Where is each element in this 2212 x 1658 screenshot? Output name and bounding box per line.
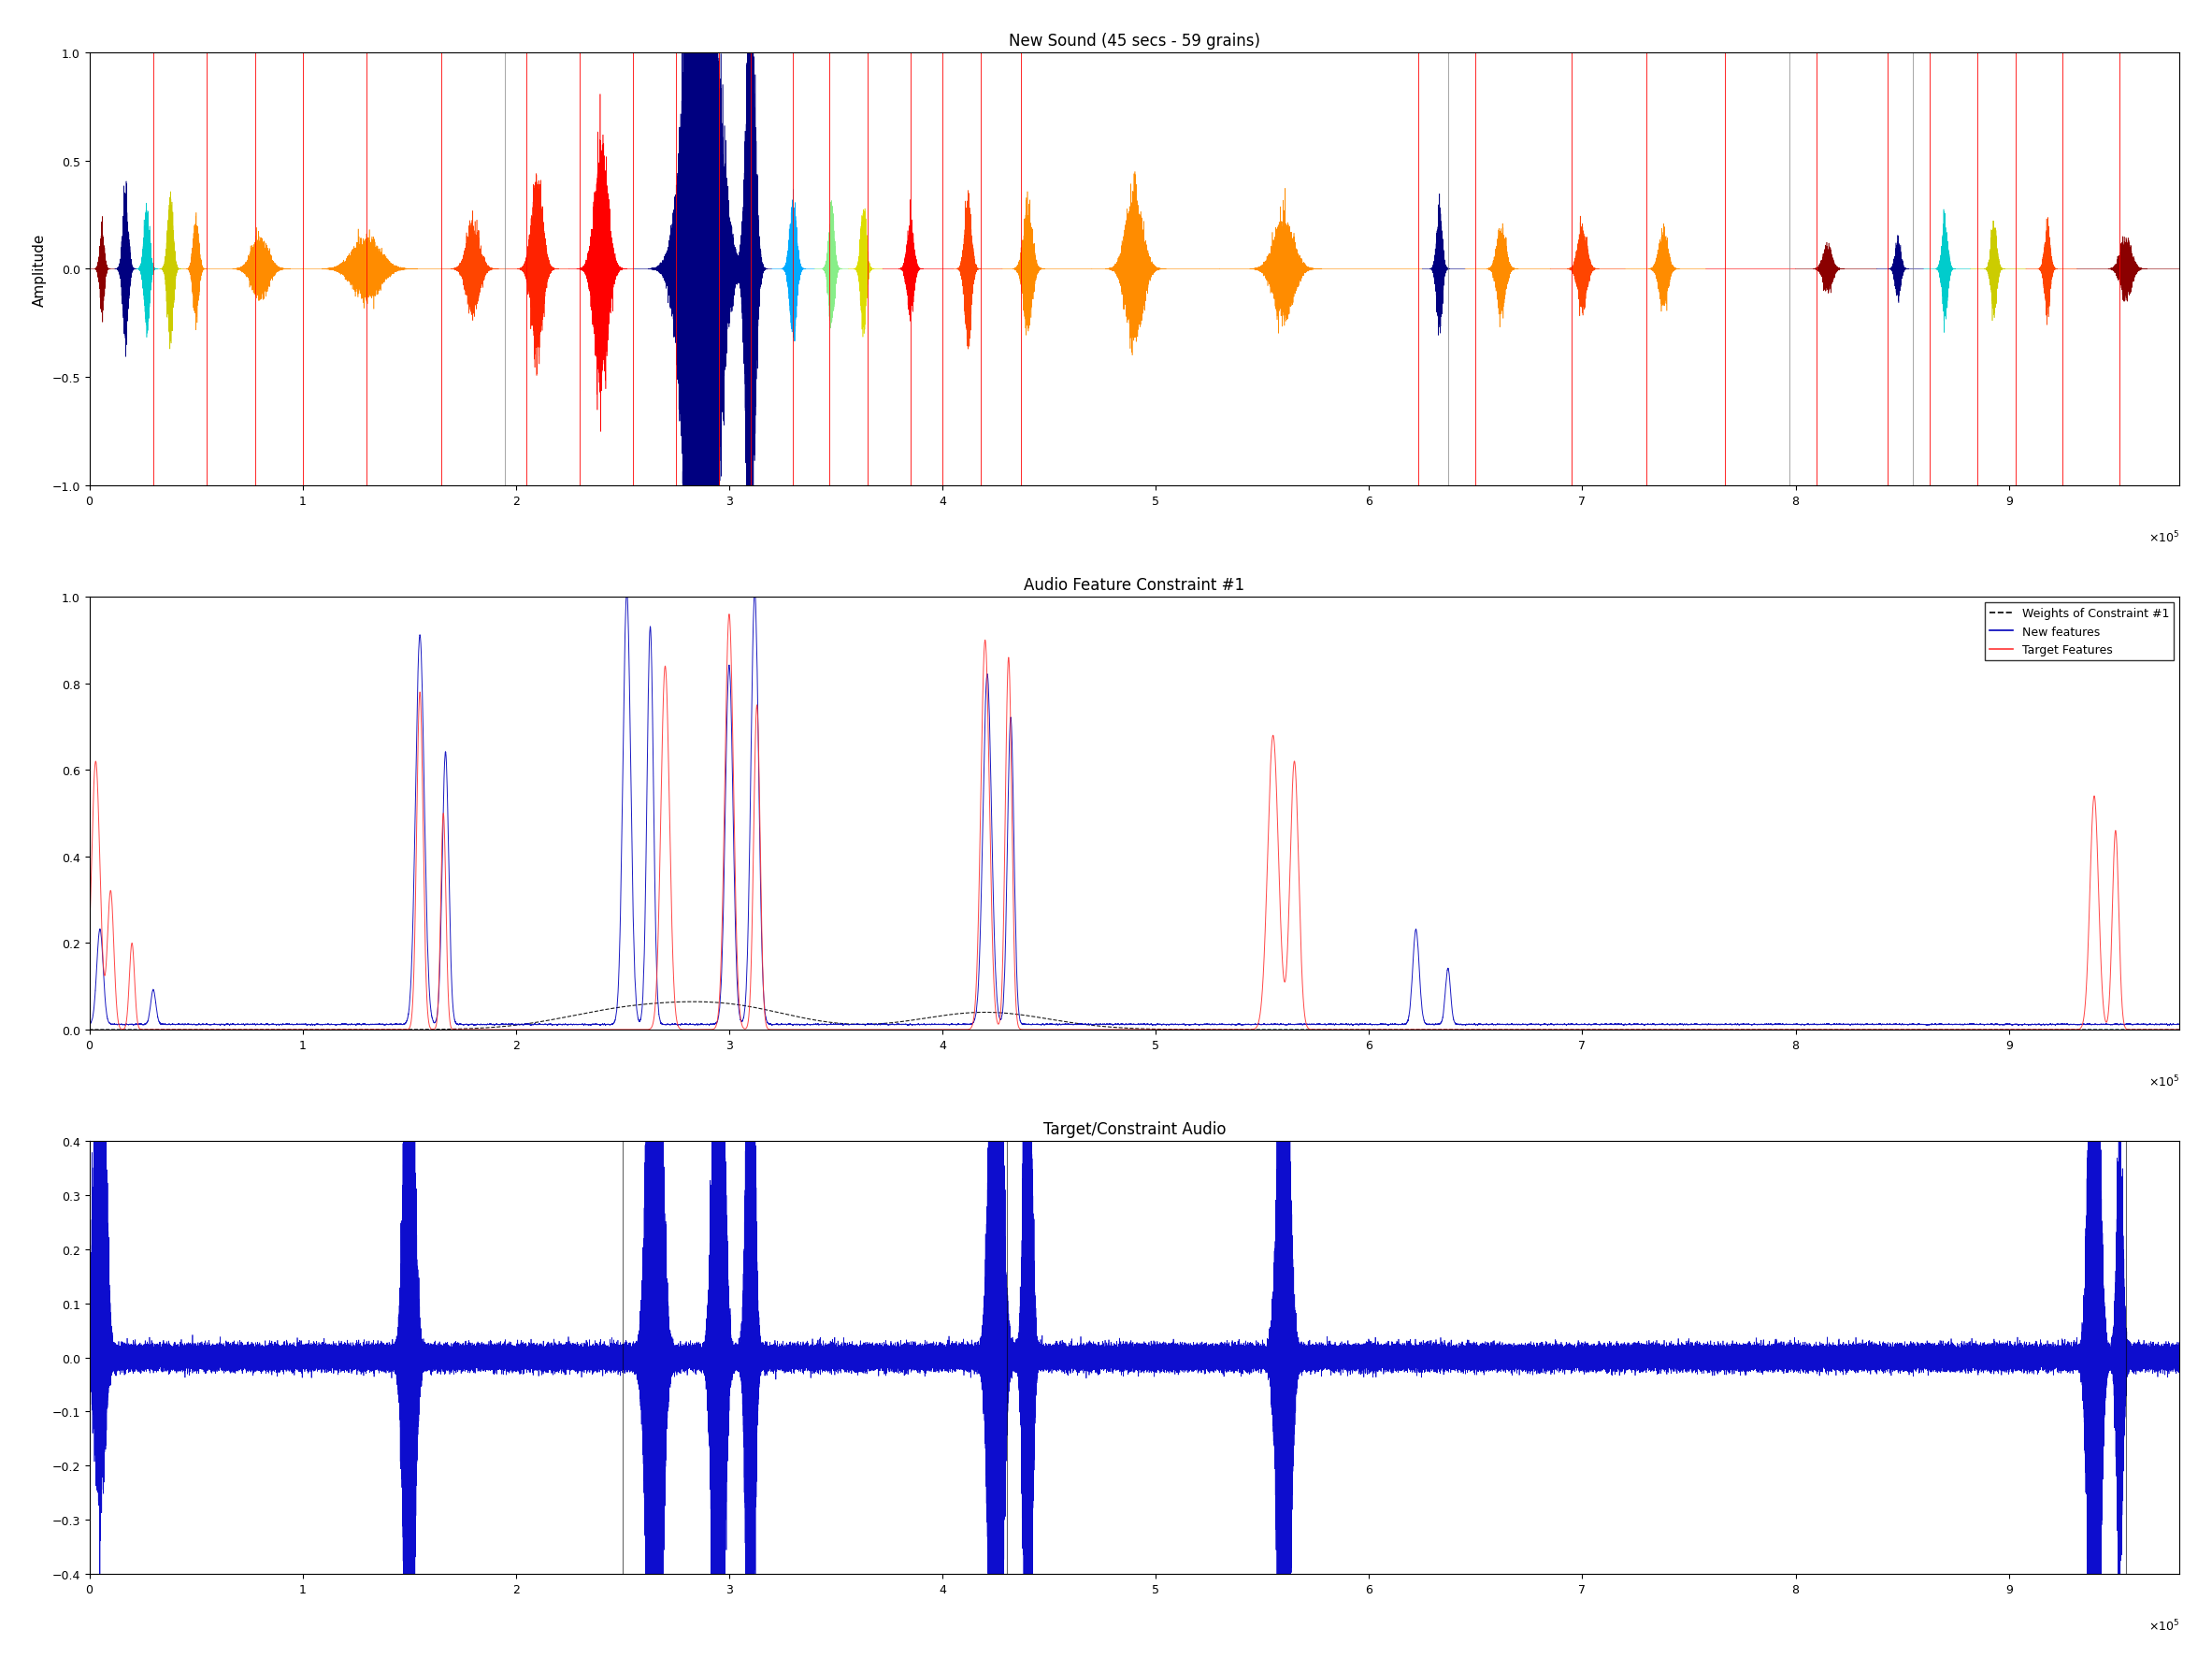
Y-axis label: Amplitude: Amplitude	[33, 234, 46, 307]
Text: $\times 10^5$: $\times 10^5$	[2148, 1618, 2179, 1633]
Title: Target/Constraint Audio: Target/Constraint Audio	[1044, 1121, 1225, 1137]
Legend: Weights of Constraint #1, New features, Target Features: Weights of Constraint #1, New features, …	[1984, 604, 2174, 660]
Title: New Sound (45 secs - 59 grains): New Sound (45 secs - 59 grains)	[1009, 33, 1261, 50]
Text: $\times 10^5$: $\times 10^5$	[2148, 529, 2179, 545]
Title: Audio Feature Constraint #1: Audio Feature Constraint #1	[1024, 577, 1245, 594]
Text: $\times 10^5$: $\times 10^5$	[2148, 1073, 2179, 1089]
